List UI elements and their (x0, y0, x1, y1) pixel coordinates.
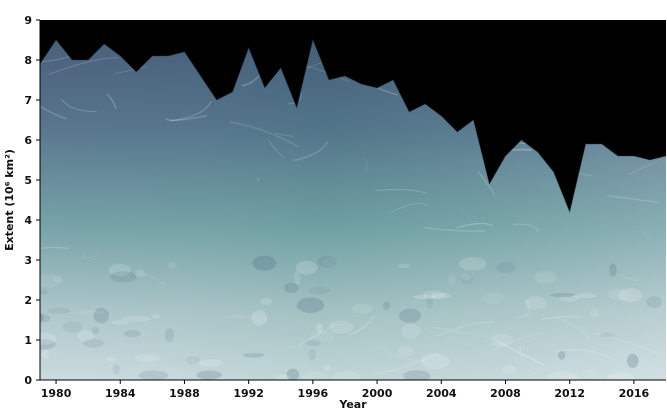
y-axis: 0 1 2 3 4 5 6 7 8 9 (24, 14, 40, 387)
y-tick-label: 7 (24, 94, 32, 107)
y-tick-label: 8 (24, 54, 32, 67)
y-tick-label: 4 (24, 214, 32, 227)
x-tick-label: 1980 (41, 387, 72, 400)
x-tick-label: 1984 (105, 387, 136, 400)
y-tick-label: 5 (24, 174, 32, 187)
x-tick-label: 1988 (169, 387, 200, 400)
y-tick-label: 9 (24, 14, 32, 27)
x-tick-label: 2004 (426, 387, 457, 400)
x-axis-label: Year (338, 398, 367, 410)
x-tick-label: 1996 (298, 387, 329, 400)
y-axis-label: Extent (10⁶ km²) (3, 149, 16, 251)
y-tick-label: 2 (24, 294, 32, 307)
x-tick-label: 2012 (554, 387, 585, 400)
x-tick-label: 2016 (619, 387, 650, 400)
x-tick-label: 2008 (490, 387, 521, 400)
y-tick-label: 1 (24, 334, 32, 347)
y-tick-label: 0 (24, 374, 32, 387)
y-tick-label: 3 (24, 254, 32, 267)
y-tick-label: 6 (24, 134, 32, 147)
x-tick-label: 1992 (233, 387, 264, 400)
